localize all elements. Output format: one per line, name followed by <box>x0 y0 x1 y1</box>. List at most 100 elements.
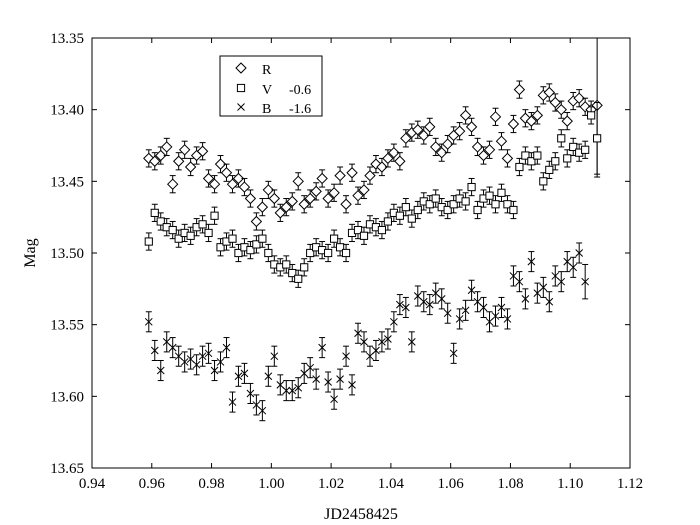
marker-x-stroke-b <box>407 338 416 346</box>
point-v <box>407 209 416 228</box>
marker-x-stroke-b <box>443 309 452 318</box>
legend-marker-b-stroke-b <box>237 103 245 111</box>
point-v <box>587 106 596 125</box>
marker-square <box>383 217 392 226</box>
marker-x <box>354 329 362 338</box>
point-b <box>306 357 315 379</box>
marker-x <box>282 386 291 395</box>
point-r <box>310 182 322 201</box>
marker-diamond-shape <box>513 83 526 96</box>
marker-x-stroke-b <box>575 249 584 257</box>
point-r <box>220 163 233 182</box>
marker-diamond-shape <box>214 158 227 170</box>
marker-x-stroke-b <box>563 257 572 266</box>
marker-x <box>384 335 392 343</box>
marker-diamond <box>166 178 179 190</box>
marker-square <box>563 154 572 163</box>
point-r <box>483 140 496 159</box>
point-b <box>449 342 458 364</box>
point-v <box>563 149 572 168</box>
marker-square <box>300 263 309 272</box>
marker-diamond-shape <box>226 178 239 190</box>
marker-diamond-shape <box>549 96 561 109</box>
marker-x-stroke-b <box>497 303 506 312</box>
marker-diamond <box>489 111 502 123</box>
marker-x-stroke-b <box>515 277 524 286</box>
marker-x-stroke-b <box>360 338 368 346</box>
marker-diamond-shape <box>316 172 328 185</box>
point-b <box>246 382 255 404</box>
marker-square <box>288 268 297 278</box>
point-b <box>407 331 416 353</box>
point-b <box>360 331 368 353</box>
marker-x <box>180 358 189 366</box>
marker-x-stroke-b <box>282 386 291 395</box>
point-r <box>364 166 376 185</box>
marker-square-shape <box>252 240 261 249</box>
point-r <box>489 107 502 126</box>
point-b <box>264 365 273 387</box>
legend-label-r: R <box>262 63 272 78</box>
point-b <box>174 345 183 367</box>
point-r <box>471 137 484 157</box>
marker-square <box>587 111 596 120</box>
marker-x <box>186 355 195 363</box>
point-v <box>371 218 381 237</box>
point-r <box>196 142 209 161</box>
marker-x <box>396 300 404 309</box>
point-b <box>527 251 536 273</box>
point-r <box>561 112 573 131</box>
marker-x <box>575 249 584 257</box>
marker-diamond <box>346 167 358 179</box>
x-tick-label: 1.04 <box>378 476 405 492</box>
point-b <box>258 400 267 422</box>
marker-x <box>551 272 560 280</box>
point-b <box>318 337 326 359</box>
marker-x-stroke-b <box>449 349 458 358</box>
marker-diamond <box>525 115 538 127</box>
point-v <box>210 206 219 225</box>
point-b <box>431 282 440 304</box>
point-r <box>346 163 358 182</box>
legend-label-v: V <box>262 83 272 98</box>
point-b <box>222 337 231 359</box>
marker-x-stroke-b <box>300 369 309 378</box>
marker-square-shape <box>258 234 267 243</box>
marker-diamond <box>364 169 376 182</box>
point-r <box>178 140 191 159</box>
marker-diamond <box>220 167 233 179</box>
marker-x-stroke-b <box>306 363 315 372</box>
legend-markers <box>235 62 247 111</box>
x-tick-label: 0.96 <box>139 476 166 492</box>
point-b <box>270 345 279 367</box>
marker-square <box>258 234 267 243</box>
marker-x-stroke-b <box>342 352 350 361</box>
marker-square-shape <box>521 151 530 160</box>
marker-x-stroke-b <box>348 381 356 389</box>
point-r <box>495 132 508 151</box>
marker-x <box>378 338 386 346</box>
point-b <box>443 302 452 324</box>
marker-x-stroke-b <box>527 257 536 266</box>
point-b <box>312 368 321 390</box>
point-r <box>430 137 442 157</box>
marker-diamond-shape <box>495 135 508 147</box>
marker-square <box>557 134 566 143</box>
point-b <box>156 360 165 382</box>
marker-x-stroke-b <box>372 346 380 355</box>
point-r <box>155 146 167 165</box>
marker-square-shape <box>593 134 602 143</box>
marker-diamond <box>244 192 257 205</box>
marker-diamond <box>232 172 245 185</box>
point-b <box>575 242 584 264</box>
marker-x-stroke-b <box>228 398 237 406</box>
marker-diamond <box>507 118 520 130</box>
marker-diamond <box>573 92 585 104</box>
marker-square-shape <box>563 154 572 163</box>
point-v <box>467 177 476 197</box>
point-b <box>419 291 428 313</box>
marker-x <box>156 366 165 375</box>
point-r <box>465 117 478 136</box>
marker-square <box>461 197 470 206</box>
legend: R V -0.6 B -1.6 <box>219 55 323 117</box>
